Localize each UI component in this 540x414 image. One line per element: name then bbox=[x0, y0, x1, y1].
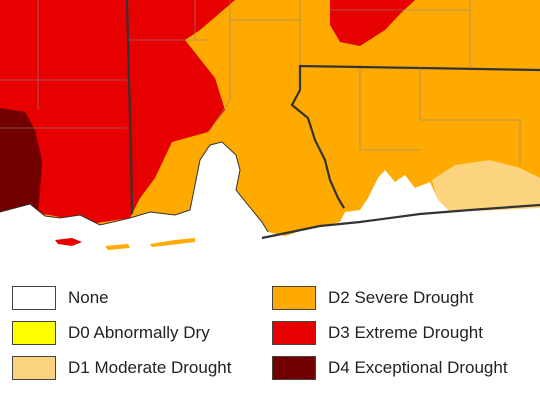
drought-area-d1 bbox=[432, 160, 540, 216]
legend: None D0 Abnormally Dry D1 Moderate Droug… bbox=[0, 270, 540, 410]
legend-swatch-d1 bbox=[12, 356, 56, 380]
barrier-island bbox=[105, 244, 130, 250]
legend-item-d4: D4 Exceptional Drought bbox=[272, 354, 508, 382]
legend-label-none: None bbox=[68, 288, 109, 307]
legend-item-d2: D2 Severe Drought bbox=[272, 284, 474, 312]
county-lines bbox=[0, 0, 521, 165]
coastline bbox=[0, 141, 269, 233]
legend-label-d3: D3 Extreme Drought bbox=[328, 323, 483, 342]
gulf-water bbox=[0, 142, 540, 262]
drought-area-d4 bbox=[0, 108, 42, 212]
legend-label-d2: D2 Severe Drought bbox=[328, 288, 474, 307]
legend-label-d1: D1 Moderate Drought bbox=[68, 358, 232, 377]
barrier-island bbox=[55, 238, 82, 246]
legend-label-d0: D0 Abnormally Dry bbox=[68, 323, 210, 342]
legend-item-d0: D0 Abnormally Dry bbox=[12, 319, 210, 347]
legend-swatch-none bbox=[12, 286, 56, 310]
legend-item-none: None bbox=[12, 284, 109, 312]
legend-label-d4: D4 Exceptional Drought bbox=[328, 358, 508, 377]
legend-item-d3: D3 Extreme Drought bbox=[272, 319, 483, 347]
legend-swatch-d3 bbox=[272, 321, 316, 345]
legend-swatch-d2 bbox=[272, 286, 316, 310]
drought-map bbox=[0, 0, 540, 262]
legend-swatch-d4 bbox=[272, 356, 316, 380]
legend-swatch-d0 bbox=[12, 321, 56, 345]
state-boundaries bbox=[125, 0, 540, 240]
drought-area-d3-west bbox=[0, 0, 235, 224]
drought-area-d3-north bbox=[330, 0, 415, 46]
barrier-island bbox=[150, 238, 195, 247]
legend-item-d1: D1 Moderate Drought bbox=[12, 354, 231, 382]
